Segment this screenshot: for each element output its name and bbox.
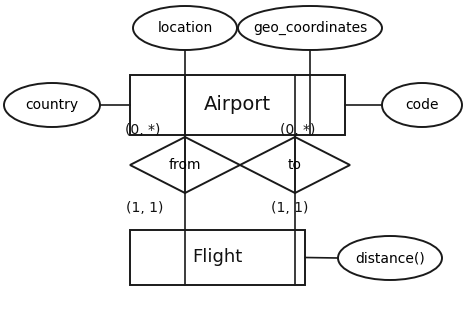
Polygon shape <box>130 137 240 193</box>
Text: Airport: Airport <box>204 95 271 114</box>
Text: geo_coordinates: geo_coordinates <box>253 21 367 35</box>
Text: (1, 1): (1, 1) <box>271 201 309 215</box>
Ellipse shape <box>4 83 100 127</box>
Text: to: to <box>288 158 302 172</box>
Text: (0, *): (0, *) <box>280 123 316 137</box>
Text: Flight: Flight <box>192 248 243 267</box>
Text: (1, 1): (1, 1) <box>126 201 164 215</box>
Polygon shape <box>240 137 350 193</box>
Bar <box>130 75 345 135</box>
Ellipse shape <box>238 6 382 50</box>
Ellipse shape <box>382 83 462 127</box>
Ellipse shape <box>338 236 442 280</box>
Text: distance(): distance() <box>355 251 425 265</box>
Text: (0, *): (0, *) <box>125 123 161 137</box>
Text: country: country <box>26 98 79 112</box>
Text: location: location <box>157 21 213 35</box>
Text: from: from <box>169 158 201 172</box>
Text: code: code <box>405 98 439 112</box>
Ellipse shape <box>133 6 237 50</box>
Bar <box>130 230 305 285</box>
